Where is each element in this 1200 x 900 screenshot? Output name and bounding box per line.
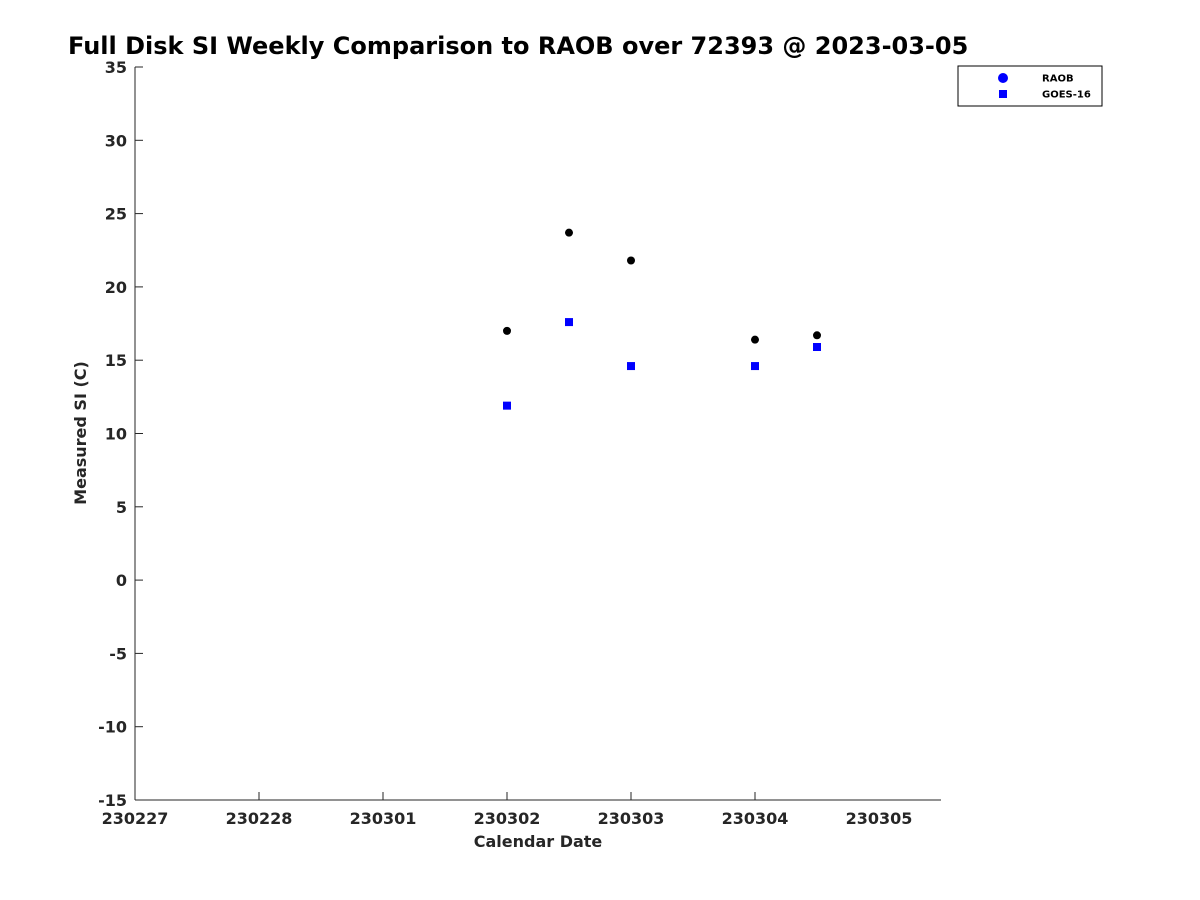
- x-tick-label: 230305: [846, 809, 913, 828]
- x-axis-ticks: 230227 230228 230301 230302 230303 230304 2303…: [102, 792, 913, 828]
- y-tick-label: 30: [105, 131, 127, 150]
- y-tick-label: -5: [109, 644, 127, 663]
- legend: RAOB GOES-16: [957, 65, 1103, 107]
- goes16-point: [627, 362, 635, 371]
- y-tick-label: 20: [105, 278, 127, 297]
- data-points: [503, 228, 821, 410]
- raob-point: [813, 331, 821, 340]
- x-tick-label: 230227: [102, 809, 169, 828]
- legend-goes16-label: GOES-16: [1042, 90, 1091, 101]
- x-tick-label: 230304: [722, 809, 789, 828]
- legend-goes16-marker: [999, 90, 1007, 98]
- raob-point: [565, 228, 573, 237]
- raob-point: [627, 256, 635, 265]
- raob-point: [503, 326, 511, 335]
- x-tick-label: 230303: [598, 809, 665, 828]
- y-tick-label: 15: [105, 351, 127, 370]
- y-tick-label: 25: [105, 205, 127, 224]
- y-tick-label: 10: [105, 425, 127, 444]
- y-tick-label: -15: [98, 791, 127, 810]
- x-axis-label: Calendar Date: [474, 832, 603, 851]
- legend-raob-label: RAOB: [1042, 74, 1074, 85]
- legend-box: [957, 65, 1103, 107]
- y-tick-label: 35: [105, 58, 127, 77]
- axes: [134, 67, 941, 801]
- y-axis-label: Measured SI (C): [71, 361, 90, 505]
- y-tick-label: 5: [116, 498, 127, 517]
- y-tick-label: 0: [116, 571, 127, 590]
- goes16-point: [565, 318, 573, 327]
- x-tick-label: 230302: [474, 809, 541, 828]
- goes16-point: [751, 362, 759, 371]
- y-axis-ticks: -15 -10 -5 0 5 10 15 20 25 30 35: [98, 58, 143, 810]
- raob-point: [751, 335, 759, 344]
- y-tick-label: -10: [98, 718, 127, 737]
- goes16-point: [813, 343, 821, 352]
- x-tick-label: 230301: [350, 809, 417, 828]
- legend-raob-marker: [998, 73, 1008, 83]
- x-tick-label: 230228: [226, 809, 293, 828]
- goes16-point: [503, 401, 511, 410]
- chart-title: Full Disk SI Weekly Comparison to RAOB o…: [68, 32, 968, 60]
